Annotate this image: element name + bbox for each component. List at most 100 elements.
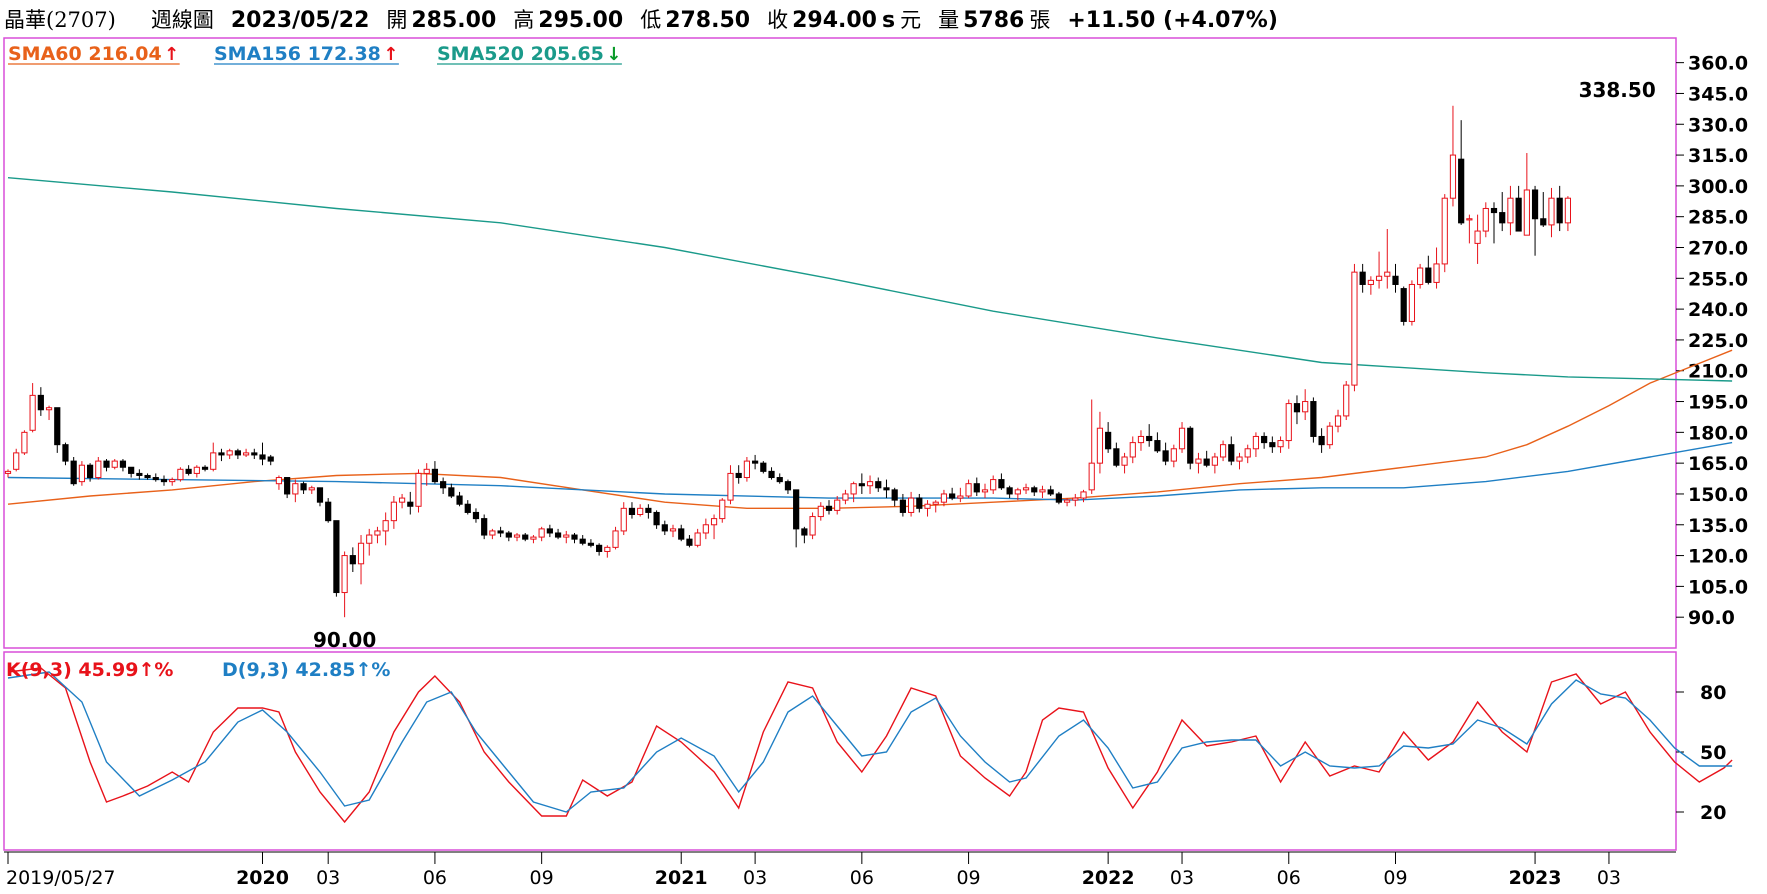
candle [1326, 422, 1333, 449]
candle-body [924, 503, 931, 509]
candle-body [1039, 489, 1046, 493]
price-tick-label: 360.0 [1688, 53, 1748, 75]
candle [1203, 450, 1210, 468]
candle-body [1162, 450, 1169, 462]
candle [119, 459, 127, 472]
candle [875, 477, 882, 492]
candle-body [242, 452, 250, 456]
price-tick-label: 195.0 [1688, 392, 1748, 414]
candle-body [752, 460, 759, 464]
candle [1367, 276, 1374, 295]
candle-body [596, 544, 603, 552]
candle-body [4, 470, 12, 474]
candle-body [538, 528, 545, 538]
candle-body [1236, 456, 1243, 462]
candle [144, 473, 151, 480]
price-tick-label: 165.0 [1688, 453, 1748, 475]
candle-body [1277, 440, 1284, 448]
candle-body [1187, 427, 1194, 464]
candle [103, 459, 110, 472]
candle [1113, 442, 1120, 468]
candle-body [1326, 425, 1333, 446]
ma-line-sma60 [7, 349, 1733, 509]
candle [1556, 185, 1563, 232]
candle [1458, 120, 1465, 225]
candle [1080, 489, 1087, 503]
candle-body [563, 534, 570, 538]
candle [858, 473, 865, 494]
candle-body [653, 511, 660, 526]
candle [850, 481, 857, 503]
candle-body [735, 472, 742, 479]
price-tick-label: 105.0 [1688, 576, 1748, 598]
period-label: 週線圖 [150, 8, 214, 32]
candle [37, 387, 44, 416]
candle-body [669, 528, 677, 532]
candle [924, 500, 931, 517]
candle-body [489, 530, 496, 536]
candle-body [875, 481, 882, 489]
candle [177, 467, 184, 482]
candle [752, 454, 759, 470]
candle [415, 469, 422, 513]
candle [702, 518, 709, 540]
candle [940, 489, 948, 507]
candle-body [119, 460, 127, 468]
x-tick-label: 03 [743, 867, 767, 889]
candle-body [1219, 444, 1227, 458]
candle [1129, 436, 1136, 464]
candle [834, 496, 841, 515]
candle [669, 524, 677, 538]
candle-body [1375, 275, 1383, 281]
candle-body [251, 452, 258, 456]
candle [78, 461, 85, 486]
candle-body [990, 479, 997, 491]
candle [1425, 255, 1432, 285]
price-annotation: 90.00 [313, 628, 376, 652]
candle-body [760, 462, 767, 472]
candle [341, 551, 348, 618]
candle-body [686, 538, 693, 546]
candle [456, 491, 463, 507]
candle-body [13, 452, 20, 470]
candle-body [1556, 197, 1563, 224]
candle-body [160, 479, 168, 483]
price-tick-label: 345.0 [1688, 83, 1748, 105]
kd-legend-item: K(9,3) 45.99↑% [6, 659, 173, 681]
candle [1154, 432, 1161, 453]
candle-body [1014, 489, 1021, 495]
candle-body [210, 452, 217, 470]
price-tick-label: 180.0 [1688, 422, 1748, 444]
candle [628, 502, 636, 519]
candle [579, 535, 586, 546]
candle-body [1441, 197, 1448, 265]
candle-body [128, 466, 135, 474]
candle-body [45, 407, 53, 411]
candle-body [1129, 442, 1136, 458]
candle [1072, 493, 1079, 507]
price-tick-label: 330.0 [1688, 114, 1748, 136]
kd-line-k [7, 667, 1733, 824]
candle-body [571, 534, 578, 540]
candle [481, 514, 488, 540]
candle [1121, 452, 1128, 474]
candle [1392, 263, 1399, 293]
candle [497, 526, 504, 538]
candle [1351, 263, 1358, 392]
candle [308, 485, 315, 494]
candle-body [423, 468, 430, 474]
legend-sma156: SMA156 172.38 [214, 43, 381, 65]
candle-body [1466, 218, 1473, 221]
candle [1105, 422, 1112, 453]
volume-unit: 張 [1029, 8, 1051, 32]
candle [193, 465, 200, 478]
candle-body [201, 466, 209, 470]
candle-body [62, 444, 69, 462]
candle [62, 442, 69, 466]
candle-body [1121, 456, 1128, 466]
candle-body [440, 481, 447, 489]
candle-body [1523, 189, 1530, 236]
candle-body [1137, 435, 1145, 444]
x-tick-label: 2022 [1082, 867, 1135, 889]
candle [563, 530, 570, 544]
